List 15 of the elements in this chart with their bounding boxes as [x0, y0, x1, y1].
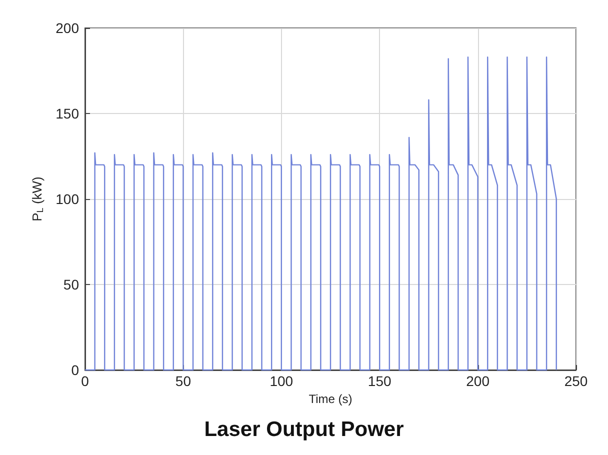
- y-axis-title: PL (kW): [30, 176, 46, 222]
- y-tick-label: 200: [56, 20, 80, 36]
- y-tick-label: 0: [71, 362, 80, 378]
- y-tick-label: 100: [56, 191, 80, 207]
- x-tick-label: 100: [270, 373, 294, 389]
- x-tick-label: 200: [466, 373, 490, 389]
- line-series: [84, 56, 557, 371]
- y-tick-label: 50: [63, 276, 80, 292]
- x-tick-label: 0: [81, 373, 90, 389]
- x-tick-label: 50: [175, 373, 192, 389]
- x-tick-label: 150: [368, 373, 392, 389]
- x-tick-label: 250: [564, 373, 588, 389]
- x-axis-title: Time (s): [308, 392, 352, 406]
- y-tick-label: 150: [56, 106, 80, 122]
- text: Laser Output Power: [204, 418, 404, 441]
